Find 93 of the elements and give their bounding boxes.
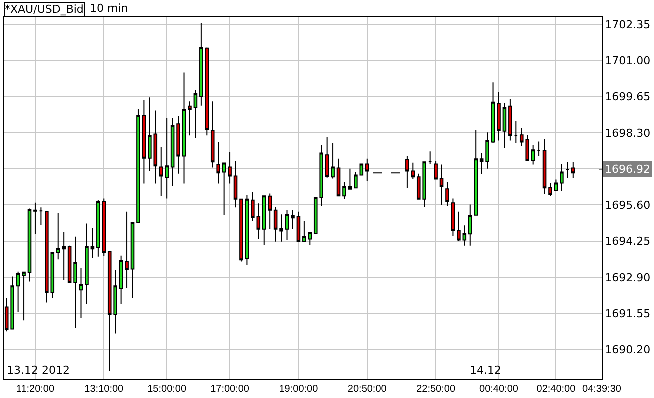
x-tick-label: 02:40:00 [536,384,576,395]
candlestick [554,179,558,192]
y-tick-label: 1701.00 [605,54,651,68]
candlestick [205,47,210,136]
candlestick [125,211,129,289]
x-tick-label: 19:00:00 [279,384,319,395]
y-tick-label: 1691.55 [605,308,651,321]
annotation: 13.12 2012 [7,364,70,377]
candlestick [274,206,278,242]
x-tick-label: 13:10:00 [84,384,124,395]
candlestick [130,222,135,299]
candlestick [342,182,346,200]
annotation: 14.12 [470,364,502,377]
candlestick [406,156,410,189]
y-tick-label: 1702.35 [605,18,651,32]
candlestick [251,192,255,222]
y-tick-label: 1692.90 [605,271,651,284]
candlestick [22,271,26,322]
candlestick [548,182,552,197]
x-tick-label: 15:00:00 [148,384,187,395]
candlestick [182,72,186,184]
candlestick [411,162,416,180]
candlestick [348,168,352,190]
y-tick-label: 1698.30 [605,126,651,140]
candlestick [354,172,358,189]
candlestick [440,164,444,206]
candlestick [480,152,484,175]
candlestick [90,228,95,260]
ref-line-label: 1696.92 [605,163,650,176]
y-tick-label: 1694.25 [605,235,651,248]
candlestick [200,22,204,106]
candlestick [514,120,518,144]
x-tick-label: 11:20:00 [16,384,55,395]
candlestick [502,102,507,149]
candlestick [170,118,175,187]
candlestick [331,142,335,180]
candlestick [16,271,20,313]
y-tick-label: 1695.60 [605,199,651,212]
x-tick-label: 04:39:30 [582,384,622,395]
candlestick [428,151,432,166]
x-tick-label: 00:40:00 [480,384,519,395]
candlestick [291,210,295,230]
candlestick [491,82,496,144]
candlestick [531,144,536,166]
candlestick [142,100,146,184]
candlestick [280,214,284,242]
candlestick [136,108,140,224]
candlestick [566,162,570,179]
candlestick [240,198,244,262]
candlestick [222,162,226,216]
candlestick [336,158,341,197]
candlestick [228,152,232,184]
candlestick [365,158,370,182]
x-tick-label: 17:00:00 [210,384,250,395]
candlestick [245,194,250,266]
candlestick [234,160,238,208]
candlestick [486,132,490,170]
candlestick [325,136,330,178]
candlestick [451,198,456,237]
candlestick [308,232,312,246]
candlestick [39,207,44,226]
x-tick-label: 20:50:00 [348,384,388,395]
candlestick [119,255,124,305]
candlestick [194,90,198,139]
y-tick-label: 1699.65 [605,90,651,104]
x-tick-label: 22:50:00 [416,384,456,395]
candlestick [446,182,450,207]
candlestick [216,142,220,184]
candlestick [571,162,576,179]
candlestick [296,211,301,242]
candlestick [497,92,501,142]
candlestick [560,164,564,192]
candlestick [79,268,84,319]
candlestick [462,225,467,246]
candlestick [28,208,32,282]
candlestick [74,236,78,329]
candlestick [302,220,306,242]
candlestick [85,223,89,305]
candlestick [188,101,192,136]
candlestick [68,245,72,284]
candlestick [434,160,438,180]
candlestick [537,141,541,157]
chart-subtitle: 10 min [90,2,128,15]
candlestick [256,203,261,240]
candlestick [176,116,180,174]
candlestick [34,202,38,235]
candlestick [457,211,461,242]
candlestick [508,98,512,142]
chart-title: *XAU/USD_Bid [5,3,84,16]
candlestick [542,138,547,196]
candlestick [285,210,290,241]
y-tick-label: 1690.20 [605,344,651,357]
candlestick [210,101,215,168]
